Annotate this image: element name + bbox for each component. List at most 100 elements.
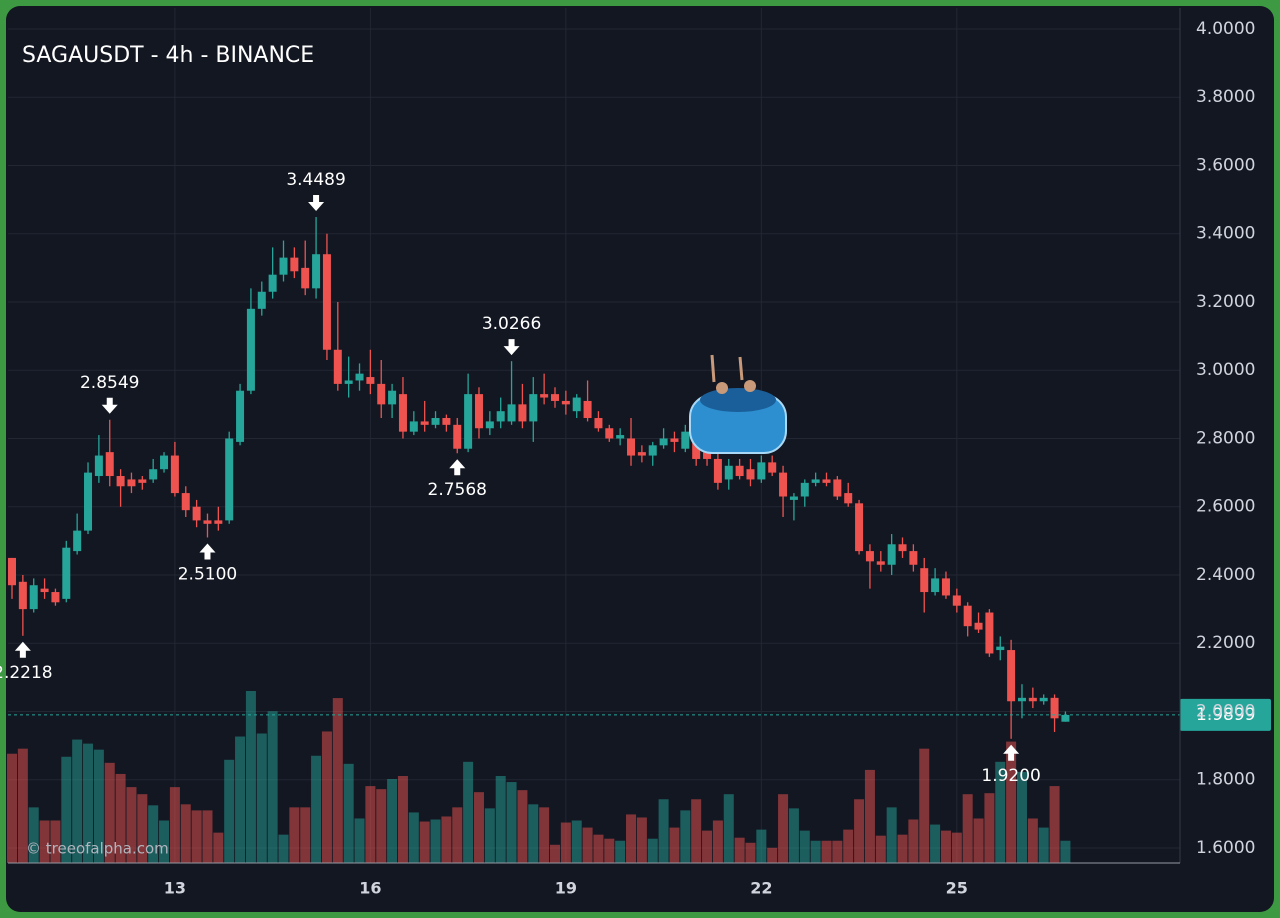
candle-body — [561, 400, 570, 405]
candle-body — [985, 612, 994, 654]
candle-body — [496, 411, 505, 422]
volume-bar — [745, 842, 756, 863]
volume-bar — [39, 820, 50, 863]
volume-bar — [191, 810, 202, 863]
volume-bar — [213, 832, 224, 863]
volume-bar — [463, 761, 474, 863]
candle-body — [398, 394, 407, 432]
volume-bar — [571, 820, 582, 863]
candle-body — [974, 622, 983, 630]
volume-bar — [886, 807, 897, 863]
volume-bar — [767, 847, 778, 863]
volume-bar — [397, 775, 408, 863]
high-label: 2.8549 — [80, 373, 139, 393]
candle-body — [138, 479, 147, 483]
candle-body — [876, 561, 885, 565]
volume-bar — [962, 794, 973, 863]
candle-body — [529, 394, 538, 422]
candle-body — [865, 551, 874, 562]
candle-body — [800, 482, 809, 497]
volume-bar — [321, 731, 332, 863]
candle-body — [453, 424, 462, 449]
volume-bar — [50, 820, 61, 863]
candle-body — [659, 438, 668, 446]
volume-bar — [919, 748, 930, 863]
volume-bar — [940, 830, 951, 863]
volume-bar — [289, 807, 300, 863]
candle-body — [898, 544, 907, 552]
candle-body — [616, 435, 625, 439]
candle-body — [724, 465, 733, 480]
candle-body — [377, 383, 386, 405]
volume-bar — [615, 840, 626, 863]
candle-body — [279, 257, 288, 275]
candle-body — [1061, 714, 1070, 722]
marker-arrow — [101, 397, 118, 414]
volume-bar — [1060, 840, 1071, 863]
volume-bar — [528, 804, 539, 863]
candle-body — [192, 506, 201, 521]
y-tick-label: 3.0000 — [1196, 360, 1255, 380]
candle-body — [149, 469, 158, 480]
y-tick-label: 2.6000 — [1196, 497, 1255, 517]
marker-arrow — [449, 459, 466, 476]
y-tick-label: 3.2000 — [1196, 292, 1255, 312]
marker-arrow — [199, 543, 216, 560]
volume-bar — [723, 794, 734, 863]
candle-body — [692, 438, 701, 459]
candle-body — [51, 592, 60, 603]
x-tick-label: 25 — [946, 879, 968, 898]
volume-bar — [83, 743, 94, 863]
candle-body — [670, 438, 679, 442]
candle-body — [931, 578, 940, 593]
volume-bar — [1027, 818, 1038, 863]
candle-body — [94, 455, 103, 477]
volume-bar — [245, 691, 256, 863]
candle-body — [388, 390, 397, 405]
candle-body — [605, 428, 614, 439]
volume-bar — [311, 755, 322, 863]
candle-body — [301, 267, 310, 289]
y-tick-label: 3.8000 — [1196, 87, 1255, 107]
volume-bar — [864, 769, 875, 863]
candle-body — [268, 274, 277, 292]
volume-bar — [104, 762, 115, 863]
volume-bar — [973, 818, 984, 863]
candle-body — [833, 479, 842, 497]
volume-bar — [72, 739, 83, 863]
candle-body — [464, 394, 473, 449]
volume-bar — [126, 787, 137, 863]
candle-body — [442, 418, 451, 425]
volume-bar — [897, 834, 908, 863]
volume-bar — [1016, 771, 1027, 863]
candle-body — [29, 585, 38, 610]
x-tick-label: 19 — [555, 879, 577, 898]
volume-bar — [278, 834, 289, 863]
marker-arrow — [1003, 744, 1020, 761]
x-tick-label: 22 — [750, 879, 772, 898]
candle-body — [344, 380, 353, 384]
volume-bar — [756, 829, 767, 863]
volume-bar — [115, 773, 126, 863]
volume-bar — [636, 817, 647, 863]
candle-body — [8, 557, 16, 586]
volume-bar — [28, 807, 39, 863]
volume-bar — [484, 808, 495, 863]
candle-body — [583, 400, 592, 419]
low-label: 2.7568 — [428, 480, 487, 500]
volume-bar — [1049, 786, 1060, 863]
volume-bar — [930, 824, 941, 863]
candle-body — [355, 373, 364, 381]
candle-body — [996, 646, 1005, 651]
candle-body — [105, 452, 114, 477]
chart-title: SAGAUSDT - 4h - BINANCE — [22, 43, 314, 68]
volume-bar — [734, 837, 745, 863]
candle-body — [127, 479, 136, 487]
y-tick-label: 1.8000 — [1196, 770, 1255, 790]
candle-body — [855, 503, 864, 552]
low-label: 2.5100 — [178, 564, 237, 584]
candle-body — [768, 462, 777, 473]
volume-bar — [419, 821, 430, 863]
volume-bar — [799, 830, 810, 863]
volume-bar — [626, 814, 637, 863]
